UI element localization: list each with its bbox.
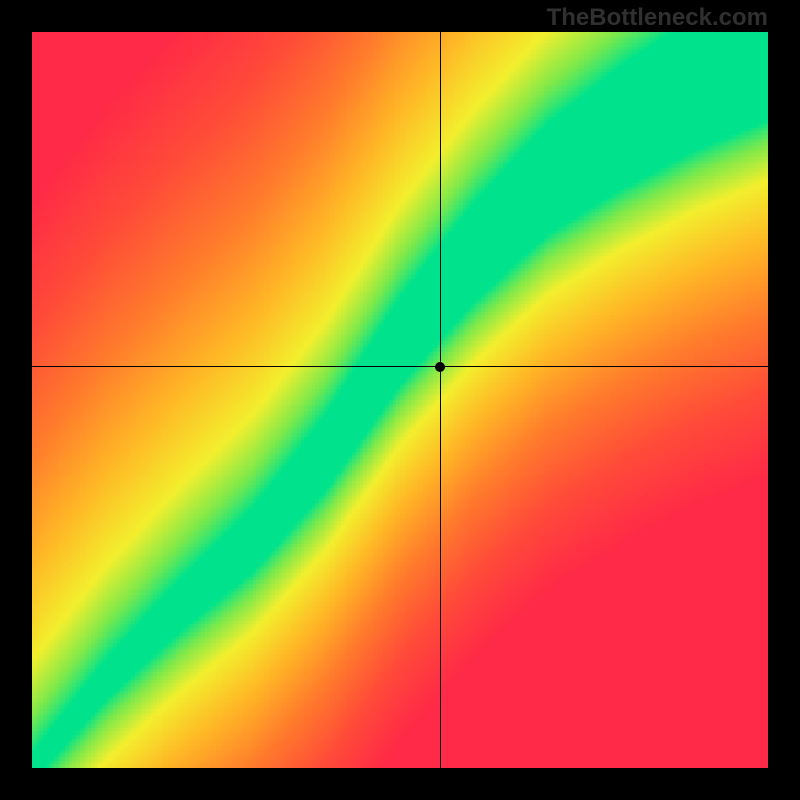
crosshair-vertical [440,32,441,768]
chart-container: { "watermark": { "text": "TheBottleneck.… [0,0,800,800]
bottleneck-heatmap [32,32,768,768]
watermark-text: TheBottleneck.com [547,4,768,32]
crosshair-horizontal [32,366,768,367]
